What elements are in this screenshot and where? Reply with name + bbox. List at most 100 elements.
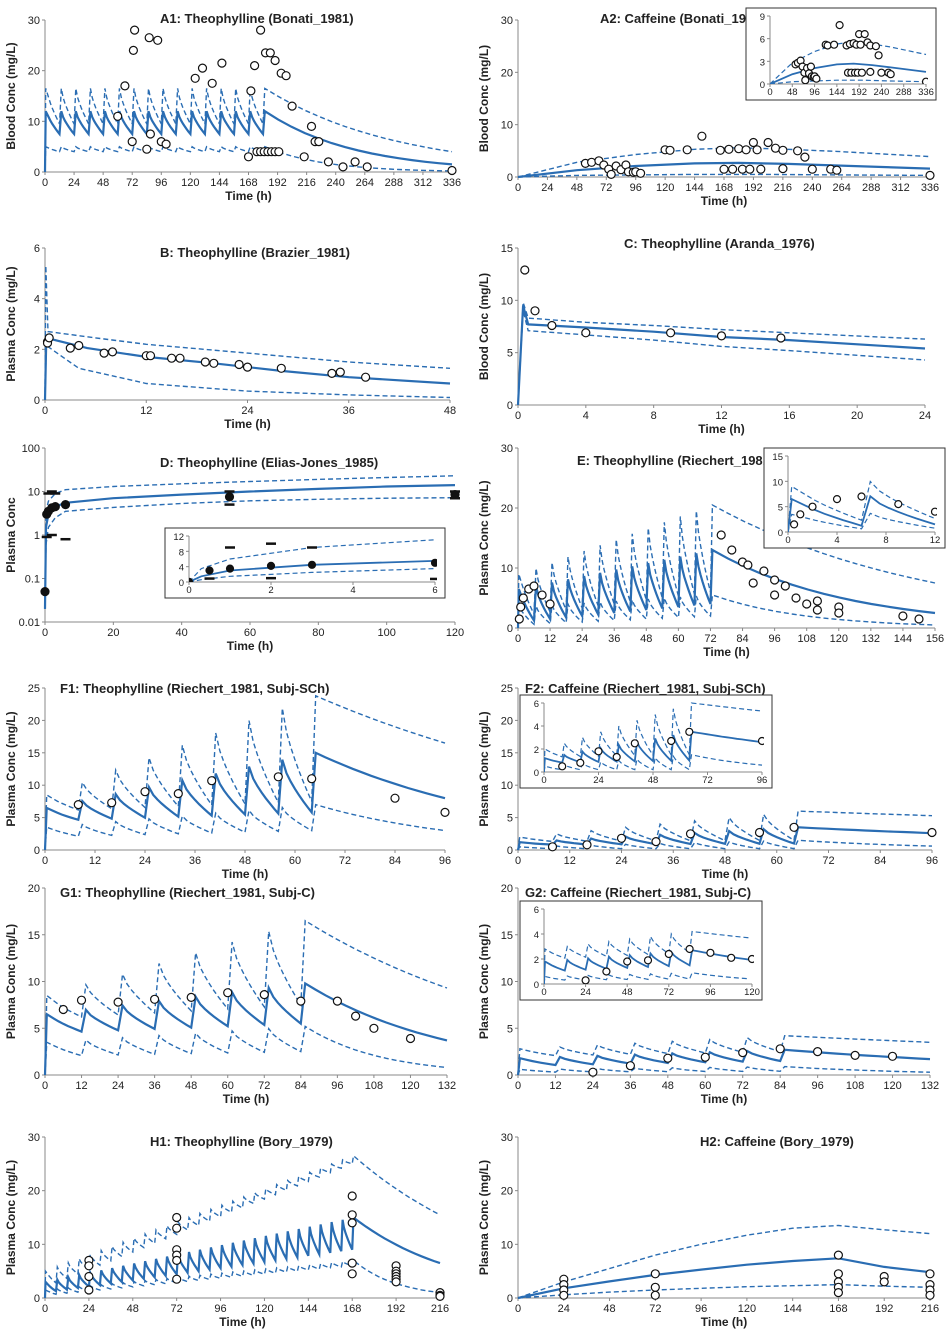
data-point-marker [161, 139, 171, 149]
x-tick-label: 168 [343, 1303, 361, 1315]
data-point-marker [350, 157, 360, 167]
data-point-marker [520, 265, 530, 275]
data-point-marker [274, 147, 284, 157]
x-tick-label: 0 [515, 410, 521, 422]
inset-mean-line [544, 949, 750, 984]
x-tick-label: 168 [715, 182, 733, 194]
y-tick-label: 30 [501, 15, 513, 27]
data-point-marker [719, 164, 729, 174]
x-tick-label: 84 [736, 633, 748, 645]
data-point-marker [150, 994, 160, 1004]
x-tick-label: 144 [894, 633, 912, 645]
x-tick-label: 2 [268, 585, 273, 596]
x-tick-label: 36 [667, 855, 679, 867]
data-point-marker [743, 560, 753, 570]
data-point-marker [197, 63, 208, 73]
x-tick-label: 72 [171, 1303, 183, 1315]
y-tick-label: 9 [760, 12, 765, 23]
data-point-marker [145, 351, 156, 361]
y-tick-label: 20 [28, 1186, 40, 1198]
lower-percentile-line [44, 497, 456, 609]
data-point-marker [682, 145, 692, 155]
lower-percentile-line [44, 803, 446, 851]
chart-title: G1: Theophylline (Riechert_1981, Subj-C) [60, 885, 315, 900]
data-point-marker [530, 306, 540, 316]
y-tick-label: 6 [534, 905, 539, 916]
x-tick-label: 108 [846, 1080, 864, 1092]
y-tick-label: 10 [501, 780, 513, 792]
upper-percentile-line [517, 810, 933, 851]
data-point-marker [727, 953, 736, 962]
x-tick-label: 120 [401, 1080, 419, 1092]
mean-prediction-line [517, 1257, 931, 1300]
y-tick-label: 0 [34, 395, 40, 407]
x-tick-label: 20 [851, 410, 863, 422]
data-point-marker [73, 799, 83, 810]
y-tick-label: 20 [28, 715, 40, 727]
inset-plot-area [189, 539, 437, 582]
data-point-marker [715, 145, 725, 155]
x-tick-label: 192 [875, 1303, 893, 1315]
mean-prediction-line [43, 109, 453, 173]
chart-title: G2: Caffeine (Riechert_1981, Subj-C) [525, 885, 751, 900]
data-point-marker [752, 145, 762, 155]
data-point-marker [871, 42, 881, 51]
chart-title: H2: Caffeine (Bory_1979) [700, 1134, 854, 1149]
data-point-marker [518, 593, 528, 603]
data-point-marker [756, 164, 766, 174]
x-tick-label: 0 [515, 855, 521, 867]
data-point-marker [808, 502, 817, 511]
data-point-marker [332, 996, 342, 1006]
data-point-marker [823, 41, 832, 50]
data-point-marker [440, 807, 450, 818]
x-tick-label: 24 [112, 1080, 124, 1092]
y-axis-label: Plasma Conc (mg/L) [477, 1160, 491, 1275]
x-tick-label: 24 [83, 1303, 95, 1315]
inset-frame [519, 694, 773, 789]
data-point-marker [167, 353, 177, 363]
chart-title: F1: Theophylline (Riechert_1981, Subj-SC… [60, 681, 329, 696]
x-tick-label: 48 [787, 87, 798, 98]
data-point-marker [685, 727, 694, 736]
y-tick-label: 20 [501, 67, 513, 79]
y-tick-label: 15 [28, 930, 40, 942]
x-tick-label: 240 [327, 177, 345, 189]
data-point-marker [128, 45, 138, 56]
data-point-marker [347, 1218, 357, 1228]
data-point-marker [663, 1053, 673, 1063]
y-tick-label: 5 [507, 348, 513, 360]
data-point-marker [706, 948, 715, 957]
y-tick-label: 6 [760, 35, 765, 46]
data-point-marker [144, 33, 154, 43]
data-point-marker [807, 164, 817, 174]
y-tick-label: 10 [28, 977, 40, 989]
data-point-marker [630, 739, 639, 748]
data-point-marker [335, 367, 345, 377]
x-tick-label: 144 [210, 177, 228, 189]
data-point-marker [874, 51, 883, 60]
data-point-marker [697, 131, 707, 141]
data-point-marker [84, 1261, 94, 1271]
x-axis-label: Time (h) [224, 417, 270, 431]
x-tick-label: 48 [571, 182, 583, 194]
x-tick-label: 48 [719, 855, 731, 867]
inset-lower-line [788, 512, 936, 532]
data-point-marker [887, 1051, 898, 1061]
x-tick-label: 288 [385, 177, 403, 189]
inset-plot-area [788, 480, 937, 532]
data-point-marker [800, 152, 810, 162]
x-tick-label: 48 [127, 1303, 139, 1315]
data-point-marker [665, 328, 676, 338]
data-point-marker [582, 840, 592, 850]
chart-panel-g1: 0 12 24 36 48 60 72 84 96 108 120 132 0 5 10 15 20 G1: Th… [4, 883, 456, 1106]
y-tick-label: 0 [507, 1070, 513, 1082]
data-point-marker [623, 957, 632, 966]
upper-percentile-line [44, 694, 446, 851]
x-tick-label: 24 [580, 987, 591, 998]
data-point-marker [856, 40, 865, 49]
x-tick-label: 48 [444, 405, 456, 417]
x-tick-label: 24 [615, 855, 627, 867]
